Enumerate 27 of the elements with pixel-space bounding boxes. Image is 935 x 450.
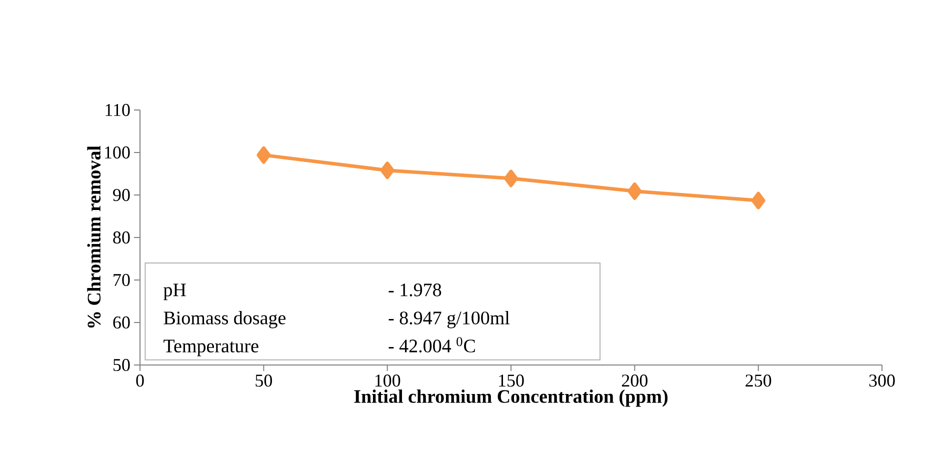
annotation: - 42.004 $^{0}$C	[388, 337, 475, 353]
x-tick-label: 150	[499, 374, 524, 387]
y-tick-label: 70	[114, 274, 130, 286]
x-tick-label: 300	[869, 374, 895, 387]
x-tick-label: 250	[746, 374, 772, 387]
y-tick-label: 110	[106, 104, 130, 116]
y-tick-label: 80	[113, 231, 130, 244]
y-tick-label: 100	[105, 146, 130, 159]
x-tick-label: 50	[256, 374, 272, 387]
point	[504, 170, 518, 188]
annotation: - 1.978	[388, 284, 442, 296]
x-tick-label: 200	[622, 374, 648, 387]
point	[628, 182, 642, 200]
x-tick-label: 0	[136, 374, 144, 387]
point	[751, 192, 766, 210]
annotation: - 8.947 g/100ml	[388, 311, 510, 328]
x-axis-title: Initial chromium Concentration (ppm)	[354, 390, 668, 407]
annotation: pH	[164, 284, 186, 300]
y-tick-label: 90	[113, 188, 130, 202]
annotation: Temperature	[164, 340, 258, 356]
y-axis-title: % Chromium removal	[87, 146, 101, 328]
x-tick-label: 100	[375, 374, 400, 387]
point	[380, 162, 394, 180]
annotation: Biomass dosage	[164, 311, 286, 328]
y-tick-label: 50	[114, 358, 130, 372]
point	[256, 146, 271, 164]
y-tick-label: 60	[113, 316, 130, 329]
